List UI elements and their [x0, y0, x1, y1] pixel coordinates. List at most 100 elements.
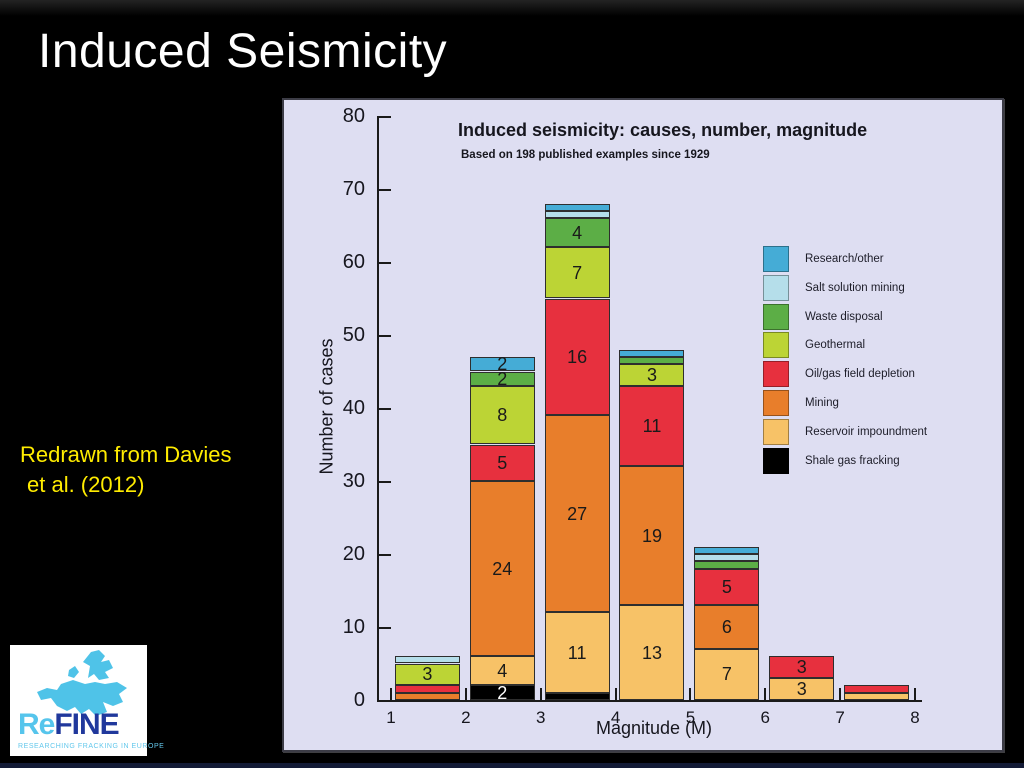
chart-legend: Research/other Salt solution mining Waste …: [284, 100, 1002, 750]
bar-segment-label: 4: [572, 222, 583, 243]
slide-title: Induced Seismicity: [38, 25, 448, 78]
x-axis-line: [377, 700, 922, 702]
y-tick: [379, 481, 391, 483]
bar-segment-label: 8: [497, 405, 508, 426]
bar-segment: 4: [469, 656, 535, 686]
y-tick: [379, 627, 391, 629]
logo-wordmark-fine: FINE: [54, 708, 119, 741]
x-tick: [689, 688, 692, 700]
bar-segment-label: 27: [567, 503, 588, 524]
legend-label: Oil/gas field depletion: [805, 368, 915, 381]
bar-segment-label: 11: [567, 642, 587, 663]
citation-line1: Redrawn from Davies: [20, 442, 232, 467]
legend-swatch: [763, 303, 789, 330]
bar-segment-label: 5: [721, 576, 732, 597]
bar-segment: [694, 546, 760, 554]
y-tick-label: 50: [342, 324, 365, 346]
y-tick-label: 10: [342, 616, 365, 638]
bar-segment: 11: [544, 612, 610, 693]
bar-segment: 2: [469, 682, 535, 703]
legend-swatch: [763, 418, 789, 445]
bar-segment-label: 2: [497, 682, 508, 703]
y-tick: [379, 189, 391, 191]
bar-segment-label: 13: [641, 642, 662, 663]
bar-segment: 2: [469, 354, 535, 375]
bar-segment: 2: [469, 368, 535, 389]
bar-segment: 7: [694, 648, 760, 700]
bar-segment: [694, 554, 760, 562]
y-tick-label: 20: [342, 543, 365, 565]
y-tick-label: 0: [353, 689, 365, 711]
legend-label: Geothermal: [805, 339, 866, 352]
x-tick-label: 6: [760, 708, 771, 727]
y-tick: [379, 335, 391, 337]
bar-segment-label: 24: [492, 558, 513, 579]
x-tick: [539, 688, 542, 700]
refine-logo: ReFINE RESEARCHING FRACKING IN EUROPE: [10, 645, 164, 756]
chart-panel: 3 2 4 24 5 8 2 2 11 27 16 7 4 13 19 11 3 7 6 5 3 3 0 10 20 30 40 50…: [282, 98, 1004, 752]
x-axis-label: Magnitude (M): [595, 718, 713, 738]
bar-segment: [394, 692, 460, 700]
bar-segment: [844, 692, 910, 700]
bar-segment: [544, 203, 610, 211]
logo-wordmark: ReFINE: [18, 708, 120, 741]
legend-label: Salt solution mining: [805, 281, 905, 294]
bar-segment: [844, 685, 910, 693]
bar-segment: 6: [694, 605, 760, 649]
bar-segment-label: 7: [572, 262, 583, 283]
x-tick: [913, 688, 916, 700]
citation: Redrawn from Davies et al. (2012): [20, 440, 232, 500]
x-tick: [764, 688, 767, 700]
bar-segment: 24: [469, 481, 535, 657]
bar-segment-label: 19: [641, 525, 662, 546]
bar-segment: 19: [619, 466, 685, 606]
x-tick: [464, 688, 467, 700]
legend-swatch: [763, 390, 789, 416]
x-tick: [390, 688, 392, 700]
y-tick-label: 40: [342, 397, 365, 419]
bottom-accent-strip: [0, 763, 1024, 768]
logo-tagline: RESEARCHING FRACKING IN EUROPE: [18, 743, 165, 750]
y-tick-label: 70: [342, 178, 365, 200]
x-tick-label: 7: [835, 708, 845, 727]
bar-segment: 5: [469, 444, 535, 481]
y-tick-label: 30: [342, 470, 365, 492]
bar-segment: [619, 356, 685, 365]
bar-segment: 3: [769, 678, 835, 700]
legend-label: Shale gas fracking: [805, 454, 900, 467]
bar-segment: 16: [544, 298, 610, 416]
legend-label: Research/other: [805, 253, 884, 265]
x-tick-label: 8: [910, 708, 920, 727]
bar-segment-label: 2: [497, 368, 508, 389]
x-tick: [839, 688, 842, 700]
bar-segment-label: 16: [567, 346, 588, 367]
legend-label: Mining: [805, 397, 839, 409]
x-tick: [614, 688, 617, 700]
bar-segment-label: 5: [497, 452, 508, 473]
legend-label: Waste disposal: [805, 310, 883, 323]
bar-segment: [619, 349, 685, 357]
top-gradient: [0, 0, 1024, 16]
bar-segment-label: 3: [796, 657, 807, 678]
legend-swatch: [763, 361, 789, 388]
bar-segment: 8: [469, 386, 535, 445]
bar-segment-label: 2: [497, 354, 508, 375]
bar-segment: 5: [694, 568, 760, 606]
x-tick-label: 5: [685, 708, 696, 727]
bar-segment: [544, 692, 610, 700]
bar-segment: [544, 210, 610, 219]
bar-segment: 11: [619, 386, 685, 467]
y-tick: [379, 700, 391, 702]
bar-segment: 3: [619, 364, 685, 387]
bar-segment-label: 3: [796, 679, 807, 700]
legend-swatch: [763, 447, 789, 474]
y-tick: [379, 116, 391, 118]
bar-segment: 3: [394, 663, 460, 686]
chart-plot: 3 2 4 24 5 8 2 2 11 27 16 7 4 13 19 11 3 7 6 5 3 3 0 10 20 30 40 50…: [284, 100, 1002, 750]
bar-segment: [394, 685, 460, 693]
legend-swatch: [763, 246, 789, 272]
bar-segment: 27: [544, 415, 610, 613]
y-tick-label: 60: [342, 251, 365, 273]
y-tick: [379, 262, 391, 264]
